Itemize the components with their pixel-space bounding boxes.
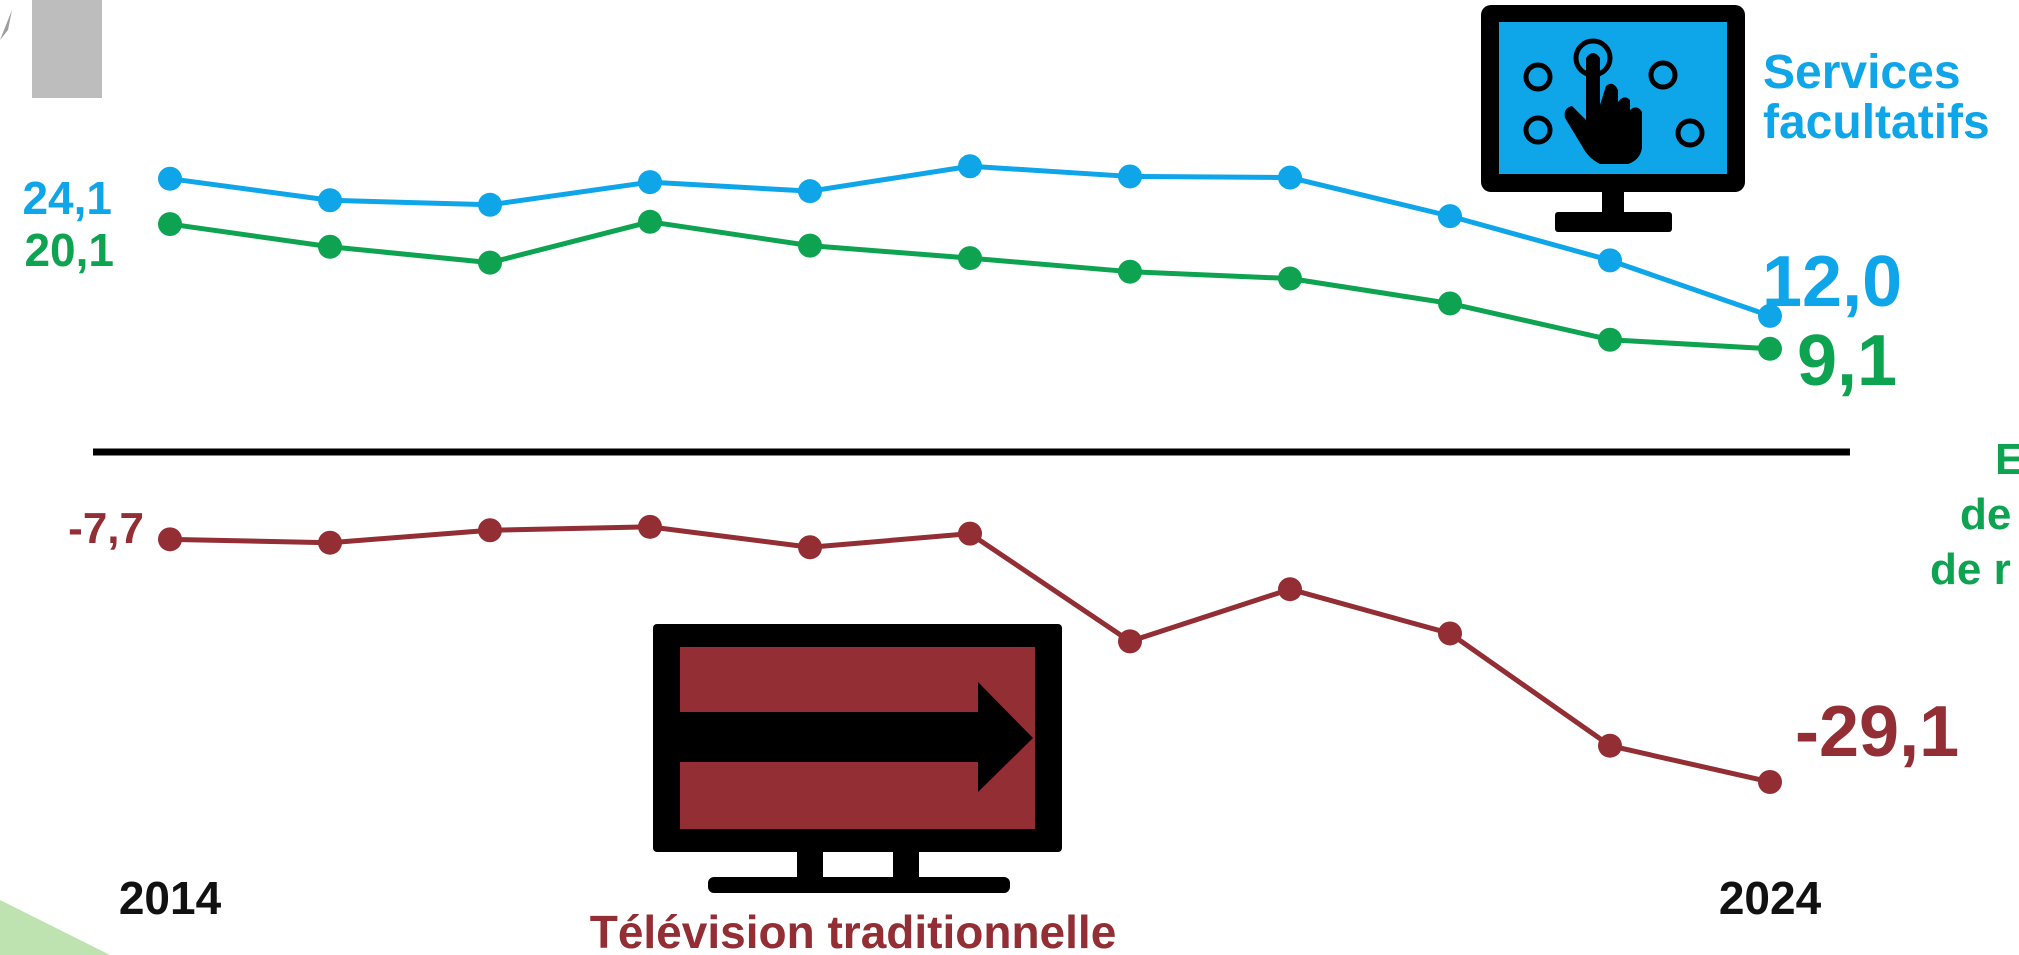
traditional-point xyxy=(1278,577,1302,602)
distribution-line xyxy=(169,219,1771,352)
corner-decoration xyxy=(32,0,102,98)
distribution-point xyxy=(1438,291,1462,316)
distribution-point xyxy=(638,209,662,234)
services-start-label: 24,1 xyxy=(22,172,112,224)
distribution-label-line2: de xyxy=(1960,490,2011,539)
traditional-point xyxy=(1598,733,1622,758)
corner-leaf-decoration xyxy=(0,900,110,955)
traditional-point xyxy=(158,527,182,552)
traditional-start-label: -7,7 xyxy=(68,504,144,553)
services-point xyxy=(158,166,182,191)
traditional-point xyxy=(318,530,342,555)
touchscreen-monitor-icon xyxy=(1481,5,1745,232)
services-point xyxy=(1118,164,1142,189)
services-point xyxy=(1598,248,1622,273)
services-point xyxy=(1438,204,1462,229)
distribution-point xyxy=(1278,266,1302,291)
distribution-point xyxy=(158,212,182,237)
distribution-point xyxy=(478,250,502,275)
distribution-label-line3: de r xyxy=(1930,545,2011,594)
x-tick-label-start: 2014 xyxy=(119,872,222,924)
services-point xyxy=(318,188,342,213)
distribution-point xyxy=(798,233,822,258)
traditional-label: Télévision traditionnelle xyxy=(590,906,1117,955)
traditional-point xyxy=(478,518,502,543)
traditional-point xyxy=(1438,621,1462,646)
traditional-point xyxy=(638,514,662,539)
services-series xyxy=(158,154,1782,328)
services-point xyxy=(638,170,662,195)
distribution-point xyxy=(1598,327,1622,352)
services-point xyxy=(478,192,502,217)
traditional-point xyxy=(958,521,982,546)
traditional-point xyxy=(1118,629,1142,654)
distribution-series xyxy=(158,209,1782,361)
distribution-start-label: 20,1 xyxy=(24,224,114,276)
services-label-line1: Services xyxy=(1763,46,1961,99)
services-label-line2: facultatifs xyxy=(1763,96,1990,149)
tv-arrow-icon xyxy=(653,624,1062,893)
x-tick-label-end: 2024 xyxy=(1719,872,1822,924)
traditional-point xyxy=(1758,769,1782,794)
distribution-point xyxy=(1118,259,1142,284)
traditional-point xyxy=(798,535,822,560)
traditional-series xyxy=(158,514,1782,794)
services-point xyxy=(798,179,822,204)
traditional-end-label: -29,1 xyxy=(1795,692,1959,772)
distribution-label: E de de r xyxy=(1930,435,2019,594)
distribution-end-label: 9,1 xyxy=(1797,321,1897,401)
services-end-label: 12,0 xyxy=(1762,242,1902,322)
services-point xyxy=(1278,165,1302,190)
services-point xyxy=(1758,303,1782,328)
distribution-point xyxy=(318,234,342,259)
distribution-point xyxy=(1758,336,1782,361)
series-layer xyxy=(158,154,1782,794)
corner-arrow-decoration xyxy=(0,10,12,40)
services-point xyxy=(958,154,982,179)
services-label: Services facultatifs xyxy=(1763,46,1990,149)
distribution-point xyxy=(958,246,982,271)
distribution-label-line1: E xyxy=(1995,435,2019,484)
